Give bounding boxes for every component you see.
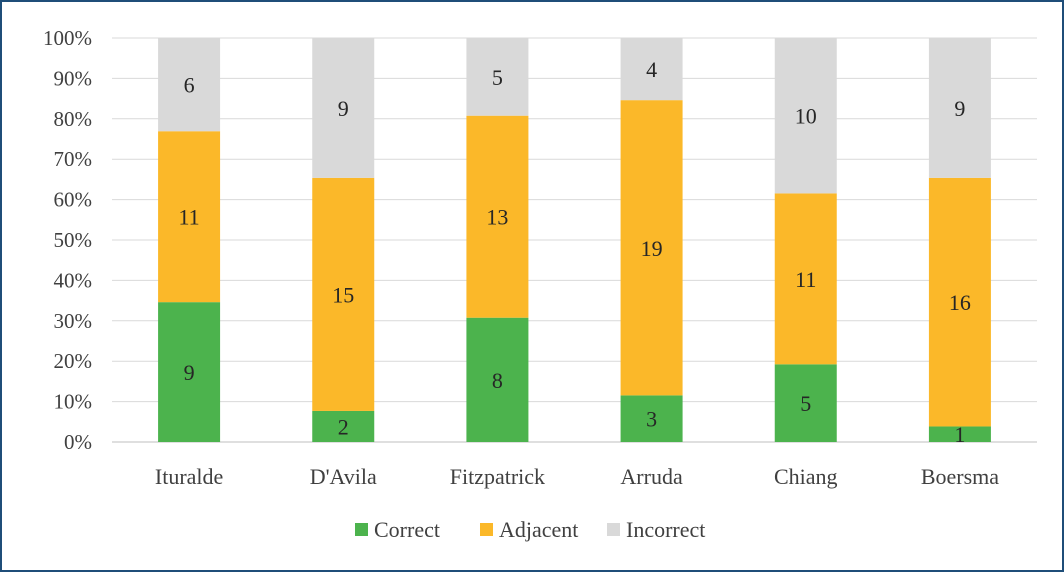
y-tick-label: 60% <box>54 188 93 212</box>
data-label: 19 <box>641 236 663 261</box>
x-tick-label: D'Avila <box>310 464 377 489</box>
bar-segment-incorrect <box>928 38 991 178</box>
y-tick-label: 90% <box>54 66 93 90</box>
data-label: 13 <box>486 205 508 230</box>
bar-segment-incorrect <box>774 38 837 194</box>
data-label: 10 <box>795 104 817 129</box>
data-label: 5 <box>800 391 811 416</box>
legend: Correct Adjacent Incorrect <box>355 517 705 542</box>
x-tick-label: Arruda <box>620 464 683 489</box>
data-label: 9 <box>338 96 349 121</box>
legend-item-correct: Correct <box>355 517 440 542</box>
data-label: 3 <box>646 407 657 432</box>
bar-segment-incorrect <box>312 38 375 178</box>
bar-segment-correct <box>928 426 991 442</box>
y-tick-label: 20% <box>54 349 93 373</box>
data-label: 16 <box>949 290 971 315</box>
y-tick-label: 0% <box>64 430 92 454</box>
data-label: 6 <box>184 73 195 98</box>
legend-swatch <box>480 523 493 536</box>
x-tick-label: Ituralde <box>155 464 223 489</box>
bar-segment-adjacent <box>312 177 375 411</box>
bar-segment-correct <box>774 364 837 442</box>
legend-swatch <box>607 523 620 536</box>
data-label: 5 <box>492 65 503 90</box>
data-label: 2 <box>338 414 349 439</box>
legend-label: Adjacent <box>499 517 578 542</box>
y-tick-label: 10% <box>54 390 93 414</box>
y-tick-label: 40% <box>54 268 93 292</box>
x-tick-label: Fitzpatrick <box>450 464 545 489</box>
y-tick-label: 50% <box>54 228 93 252</box>
data-label: 9 <box>954 96 965 121</box>
data-label: 1 <box>954 422 965 447</box>
bar-segment-correct <box>158 302 221 442</box>
legend-item-adjacent: Adjacent <box>480 517 578 542</box>
y-tick-label: 70% <box>54 147 93 171</box>
bar-segment-incorrect <box>620 38 683 101</box>
bar-segment-correct <box>312 410 375 442</box>
y-tick-label: 30% <box>54 309 93 333</box>
bar-segment-incorrect <box>466 38 529 116</box>
gridlines <box>112 37 1037 443</box>
x-tick-label: Chiang <box>774 464 838 489</box>
x-tick-label: Boersma <box>921 464 999 489</box>
bar-segment-adjacent <box>620 100 683 396</box>
bar-segment-correct <box>466 317 529 442</box>
data-label: 8 <box>492 368 503 393</box>
bar-segment-adjacent <box>774 193 837 365</box>
bars <box>158 38 991 442</box>
y-tick-label: 100% <box>43 26 92 50</box>
bar-segment-adjacent <box>466 115 529 318</box>
data-label: 15 <box>332 282 354 307</box>
bar-segment-adjacent <box>928 177 991 427</box>
legend-label: Incorrect <box>626 517 705 542</box>
legend-label: Correct <box>374 517 440 542</box>
data-label: 11 <box>795 267 816 292</box>
data-label: 9 <box>184 360 195 385</box>
data-label: 4 <box>646 57 657 82</box>
y-tick-label: 80% <box>54 107 93 131</box>
data-label: 11 <box>178 205 199 230</box>
y-axis: 0% 10% 20% 30% 40% 50% 60% 70% 80% 90% 100% <box>43 26 92 454</box>
legend-swatch <box>355 523 368 536</box>
legend-item-incorrect: Incorrect <box>607 517 705 542</box>
x-axis: Ituralde D'Avila Fitzpatrick Arruda Chiang Bo… <box>155 464 999 489</box>
bar-segment-correct <box>620 395 683 442</box>
bar-segment-adjacent <box>158 131 221 303</box>
bar-segment-incorrect <box>158 38 221 132</box>
